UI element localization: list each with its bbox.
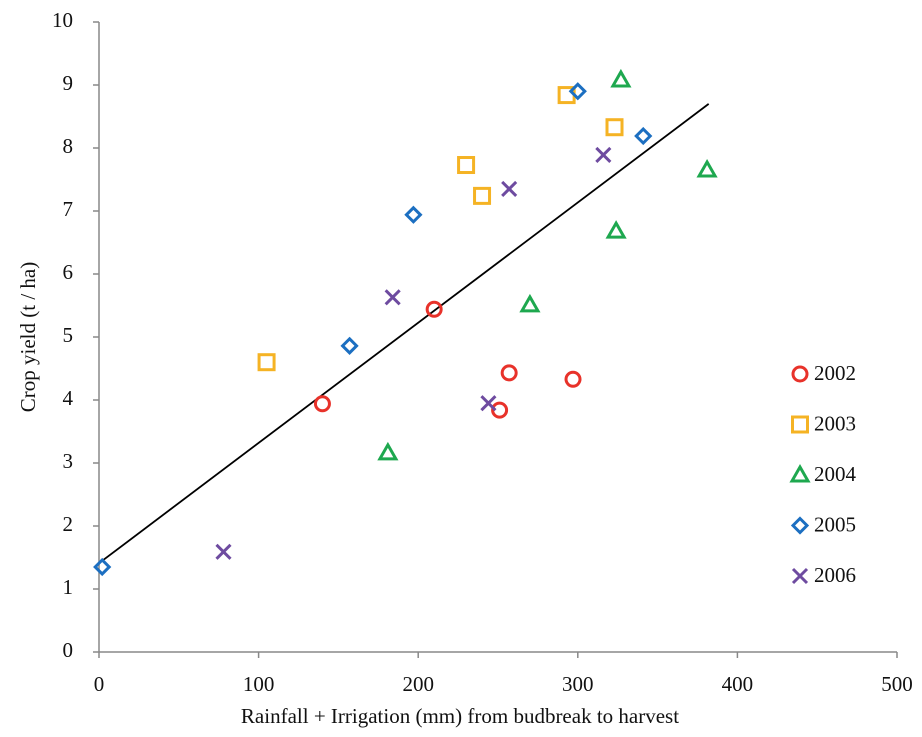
- y-tick-label: 6: [63, 260, 74, 284]
- point: [257, 353, 276, 372]
- point: [491, 401, 509, 419]
- point: [564, 370, 582, 388]
- legend-marker: [791, 415, 809, 434]
- y-tick-label: 0: [63, 638, 74, 662]
- y-tick-label: 7: [63, 197, 74, 221]
- point: [610, 68, 632, 88]
- y-tick-label: 1: [63, 575, 74, 599]
- point: [500, 364, 518, 382]
- point: [605, 220, 627, 239]
- x-tick-label: 100: [243, 672, 275, 696]
- legend-marker: [789, 463, 811, 483]
- legend-label: 2005: [814, 512, 856, 536]
- legend-marker: [790, 516, 810, 535]
- y-tick-label: 3: [63, 449, 74, 473]
- point: [634, 126, 653, 146]
- point: [473, 186, 492, 205]
- point: [568, 82, 587, 101]
- point: [501, 180, 518, 198]
- legend-label: 2003: [814, 411, 856, 435]
- point: [595, 146, 612, 163]
- x-tick-label: 400: [722, 672, 754, 696]
- point: [313, 395, 331, 413]
- legend-marker: [791, 365, 809, 383]
- point: [215, 543, 232, 560]
- y-tick-label: 4: [63, 386, 74, 410]
- y-axis-label: Crop yield (t / ha): [16, 262, 40, 412]
- point: [377, 441, 399, 461]
- y-tick-label: 2: [63, 512, 74, 536]
- legend-label: 2006: [814, 563, 856, 587]
- point: [340, 336, 359, 355]
- point: [425, 300, 443, 318]
- point: [519, 293, 541, 313]
- y-tick-label: 10: [52, 8, 73, 32]
- y-tick-label: 5: [63, 323, 74, 347]
- x-tick-label: 200: [402, 672, 434, 696]
- x-tick-label: 300: [562, 672, 594, 696]
- y-tick-label: 9: [63, 71, 74, 95]
- legend-label: 2002: [814, 361, 856, 385]
- point: [93, 557, 112, 577]
- legend-marker: [791, 567, 809, 585]
- x-tick-label: 0: [94, 672, 105, 696]
- legend-label: 2004: [814, 462, 857, 486]
- x-axis-label: Rainfall + Irrigation (mm) from budbreak…: [241, 704, 679, 728]
- x-tick-label: 500: [881, 672, 913, 696]
- y-tick-label: 8: [63, 134, 74, 158]
- point: [696, 159, 718, 178]
- point: [480, 395, 497, 412]
- point: [457, 156, 476, 175]
- point: [605, 118, 624, 137]
- trendline: [98, 103, 710, 564]
- point: [384, 289, 401, 306]
- point: [404, 205, 423, 224]
